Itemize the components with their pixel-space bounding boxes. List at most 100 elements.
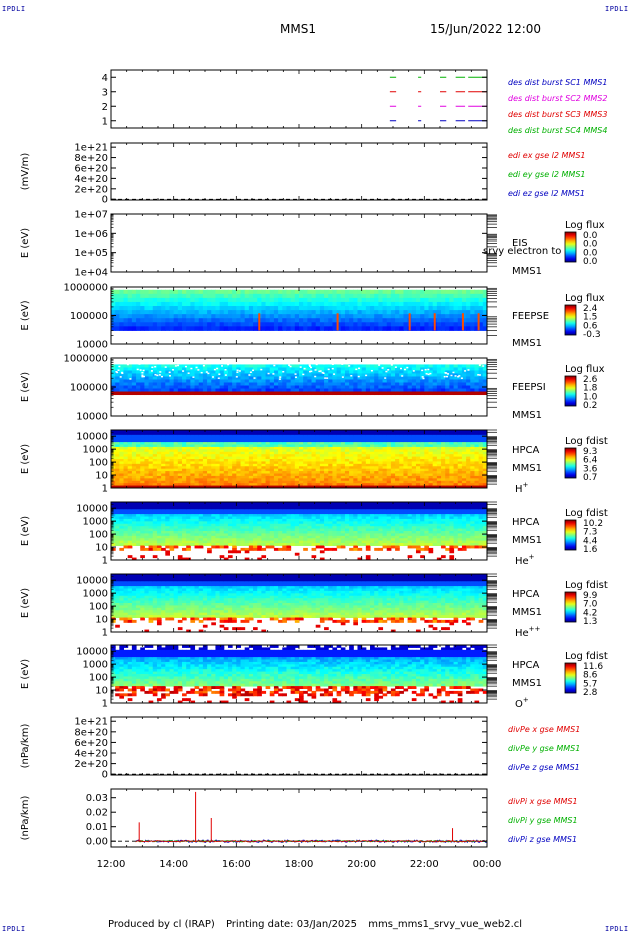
heatmap-cell <box>148 471 154 474</box>
heatmap-cell <box>370 430 375 433</box>
y-tick-label: 8e+20 <box>74 153 108 164</box>
heatmap-cell <box>144 388 150 393</box>
heatmap-cell <box>148 545 154 549</box>
heatmap-cell <box>119 516 125 520</box>
heatmap-cell <box>211 370 216 374</box>
heatmap-cell <box>411 478 417 482</box>
heatmap-cell <box>445 483 450 487</box>
side-label: FEEPSI <box>512 382 546 393</box>
heatmap-cell <box>202 367 208 371</box>
heatmap-cell <box>466 376 471 380</box>
heatmap-cell <box>424 473 430 477</box>
y-axis-label: E (eV) <box>20 444 31 474</box>
heatmap-cell <box>357 301 363 307</box>
heatmap-cell <box>365 454 371 458</box>
heatmap-cell <box>311 434 317 438</box>
heatmap-cell <box>169 459 175 462</box>
heatmap-cell <box>207 456 212 460</box>
heatmap-cell <box>202 442 208 445</box>
heatmap-cell <box>474 463 480 467</box>
heatmap-cell <box>482 451 488 455</box>
speckle <box>341 376 344 378</box>
heatmap-cell <box>340 373 346 377</box>
heatmap-cell <box>457 310 463 315</box>
heatmap-cell <box>273 388 279 393</box>
heatmap-cell <box>324 289 329 295</box>
heatmap-cell <box>177 459 183 462</box>
heatmap-cell <box>152 459 158 462</box>
speckle <box>218 373 221 375</box>
heatmap-cell <box>127 521 133 525</box>
heatmap-cell <box>357 306 363 311</box>
heatmap-cell <box>432 485 438 489</box>
heatmap-cell <box>290 314 296 319</box>
heatmap-cell <box>240 373 246 377</box>
heatmap-cell <box>278 471 283 474</box>
heatmap-cell <box>202 322 208 327</box>
heatmap-cell <box>441 367 446 371</box>
heatmap-cell <box>482 301 488 307</box>
heatmap-cell <box>307 318 313 323</box>
heatmap-cell <box>357 480 363 484</box>
heatmap-cell <box>411 475 417 479</box>
heatmap-cell <box>449 463 455 467</box>
heatmap-cell <box>324 432 329 436</box>
heatmap-cell <box>386 385 392 390</box>
heatmap-cell <box>244 385 250 390</box>
heatmap-cell <box>169 461 175 465</box>
heatmap-cell <box>386 314 392 319</box>
heatmap-cell <box>374 446 379 450</box>
heatmap-cell <box>123 379 129 383</box>
y-tick-label: 10 <box>95 471 108 482</box>
heatmap-cell <box>353 456 358 460</box>
heatmap-cell <box>390 437 396 441</box>
heatmap-cell <box>403 326 409 331</box>
heatmap-cell <box>441 382 446 387</box>
heatmap-cell <box>470 437 475 441</box>
heatmap-cell <box>453 480 459 484</box>
heatmap-cell <box>299 382 304 387</box>
heatmap-cell <box>273 468 279 472</box>
heatmap-cell <box>165 446 170 450</box>
heatmap-cell <box>248 382 254 387</box>
heatmap-cell <box>461 289 467 295</box>
heatmap-cell <box>236 478 242 482</box>
heatmap-cell <box>411 454 417 458</box>
heatmap-cell <box>466 454 471 458</box>
heatmap-cell <box>286 485 292 489</box>
heatmap-cell <box>131 466 137 470</box>
heatmap-cell <box>386 459 392 462</box>
heatmap-cell <box>265 480 271 484</box>
heatmap-cell <box>144 444 150 448</box>
heatmap-cell <box>403 379 409 383</box>
heatmap-cell <box>340 485 346 489</box>
heatmap-cell <box>211 297 216 303</box>
heatmap-cell <box>140 547 145 551</box>
heatmap-cell <box>370 379 375 383</box>
heatmap-cell <box>294 370 300 374</box>
heatmap-cell <box>353 437 358 441</box>
speckle <box>303 367 306 370</box>
heatmap-cell <box>290 483 296 487</box>
heatmap-cell <box>227 471 233 474</box>
heatmap-cell <box>344 437 350 441</box>
heatmap-cell <box>127 388 133 393</box>
heatmap-cell <box>257 306 262 311</box>
heatmap-cell <box>148 518 154 522</box>
heatmap-cell <box>140 514 145 517</box>
heatmap-cell <box>144 326 150 331</box>
heatmap-cell <box>390 326 396 331</box>
heatmap-cell <box>290 430 296 433</box>
heatmap-cell <box>169 468 175 472</box>
heatmap-cell <box>461 449 467 453</box>
heatmap-cell <box>115 432 120 436</box>
heatmap-cell <box>115 446 120 450</box>
heatmap-cell <box>411 388 417 393</box>
heatmap-cell <box>399 373 404 377</box>
heatmap-cell <box>411 293 417 299</box>
heatmap-cell <box>202 293 208 299</box>
heatmap-cell <box>336 471 342 474</box>
heatmap-cell <box>244 439 250 443</box>
heatmap-cell <box>390 306 396 311</box>
heatmap-cell <box>207 310 212 315</box>
